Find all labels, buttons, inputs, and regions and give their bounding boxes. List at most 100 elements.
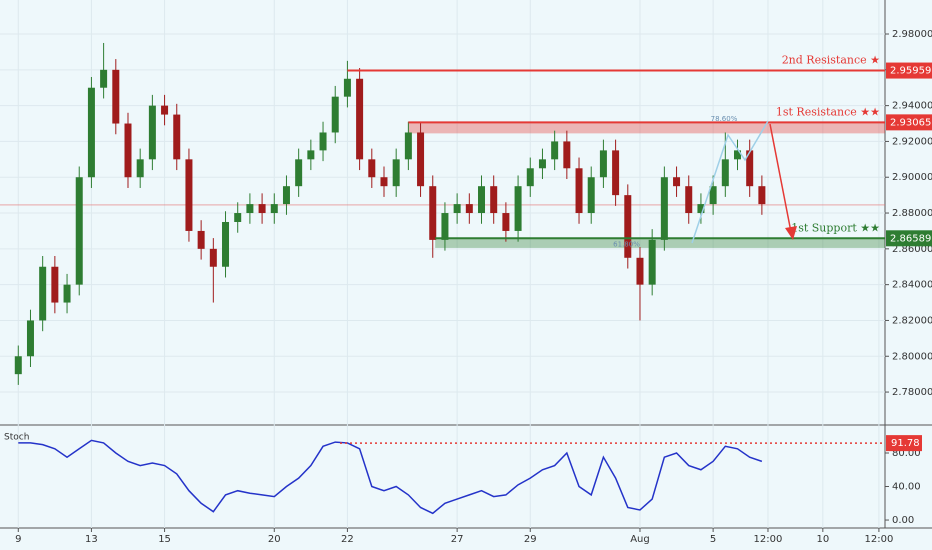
y-tick-label: 2.90000 [892,172,932,183]
candle-body [185,159,193,231]
candle-body [746,150,754,187]
y-tick-label: 80.00 [892,448,921,459]
level-badge-label: 2.93065 [890,117,931,128]
x-tick-label: 29 [524,534,537,545]
candle-body [63,284,71,303]
y-tick-label: 2.92000 [892,136,932,147]
candle-body [526,168,534,187]
stoch-badge [886,435,922,452]
candle-body [587,177,595,214]
candle-body [429,186,437,240]
candle-body [136,159,144,178]
y-tick-label: 2.78000 [892,387,932,398]
candle-body [331,96,339,133]
y-tick-label: 2.80000 [892,351,932,362]
level-name: 2nd Resistance ★ [782,54,880,67]
candle-body [404,132,412,160]
y-tick-label: 2.84000 [892,280,932,291]
y-tick-label: 2.98000 [892,29,932,40]
y-tick-label: 2.82000 [892,315,932,326]
candle-body [161,105,169,115]
x-tick-label: 9 [15,534,21,545]
fib-label: 78.60% [711,115,738,123]
candle-body [478,186,486,214]
candle-body [258,204,266,214]
candle-body [14,356,22,375]
candle-body [685,186,693,214]
x-tick-label: 5 [710,534,716,545]
candle-body [502,213,510,231]
candle-body [343,78,351,97]
level-name: 1st Resistance ★★ [776,105,880,118]
y-tick-label: 2.86000 [892,244,932,255]
x-tick-label: Aug [630,534,650,545]
x-tick-label: 27 [451,534,464,545]
x-tick-label: 12:00 [754,534,783,545]
y-tick-label: 2.94000 [892,101,932,112]
candle-body [514,186,522,231]
x-tick-label: 13 [85,534,98,545]
y-tick-label: 40.00 [892,482,921,493]
x-tick-label: 15 [158,534,171,545]
candle-body [636,257,644,285]
candle-body [551,141,559,160]
level-name: 1st Support ★★ [791,221,880,234]
candle-body [307,150,315,160]
candle-body [26,320,34,357]
candle-body [87,87,95,178]
candle-body [734,150,741,160]
candle-body [380,177,388,187]
candle-body [538,159,546,169]
level-badge [886,62,932,79]
candle-body [319,132,327,151]
stoch-line [18,439,763,515]
candle-body [599,150,607,178]
candle-body [563,141,571,169]
candle-body [417,132,425,187]
level-zone [435,238,885,248]
stoch-title: Stoch [4,433,29,443]
level-badge [886,114,932,131]
candle-body [100,69,108,88]
candle-body [368,159,376,178]
candle-body [124,123,132,178]
arrow-head [785,226,797,240]
candle-body [148,105,156,160]
candle-body [356,78,364,160]
candle-body [39,266,47,321]
level-zone [408,122,885,134]
x-tick-label: 22 [341,534,354,545]
pattern-line [691,120,769,244]
candle-body [721,159,729,187]
candle-body [612,150,620,196]
x-tick-label: 20 [268,534,281,545]
candle-body [453,204,461,214]
candle-body [209,248,217,267]
candle-body [673,177,681,187]
projection-arrow [769,123,792,233]
candle-body [282,186,290,205]
candle-body [270,204,278,214]
candle-body [758,186,766,205]
candle-body [75,177,83,285]
candle-body [575,168,583,214]
candle-body [441,213,449,240]
level-badge-label: 2.86589 [890,233,931,244]
candle-body [697,204,705,214]
candle-body [197,230,205,249]
y-tick-label: 0.00 [892,515,914,526]
candle-body [234,213,242,222]
candle-body [392,159,400,187]
candle-body [660,177,668,240]
level-badge [886,230,932,247]
candle-body [490,186,498,214]
candle-body [112,69,120,124]
x-tick-label: 10 [816,534,829,545]
level-badge-label: 2.95959 [890,66,931,77]
candle-body [173,114,181,160]
y-tick-label: 2.88000 [892,208,932,219]
candle-body [246,204,254,214]
fib-label: 61.80% [613,240,640,248]
